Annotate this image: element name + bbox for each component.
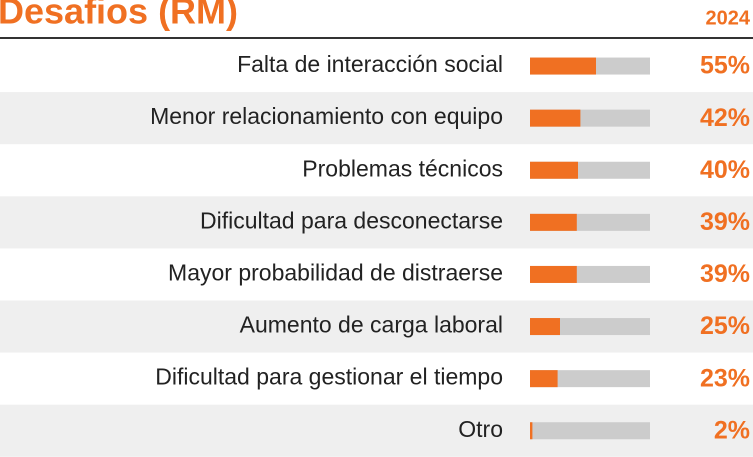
category-label: Otro: [458, 416, 503, 442]
category-label: Dificultad para desconectarse: [200, 207, 503, 233]
bar: [530, 370, 558, 388]
bar: [530, 318, 560, 336]
value-label: 42%: [700, 104, 750, 132]
chart-title: Desafios (RM): [0, 0, 238, 32]
value-label: 55%: [700, 52, 750, 80]
category-label: Mayor probabilidad de distraerse: [168, 260, 503, 286]
value-label: 25%: [700, 312, 750, 340]
category-label: Problemas técnicos: [302, 155, 503, 181]
value-label: 39%: [700, 260, 750, 288]
value-label: 39%: [700, 208, 750, 236]
category-label: Dificultad para gestionar el tiempo: [155, 364, 503, 390]
category-label: Aumento de carga laboral: [240, 312, 503, 338]
bar: [530, 109, 581, 127]
bar: [530, 161, 578, 179]
bar: [530, 57, 596, 75]
chart-subtitle: 2024: [706, 7, 751, 29]
value-label: 2%: [714, 416, 750, 444]
bar: [530, 422, 533, 440]
bar: [530, 265, 577, 283]
value-label: 23%: [700, 364, 750, 392]
category-label: Menor relacionamiento con equipo: [150, 103, 503, 129]
value-label: 40%: [700, 156, 750, 184]
bar-track: [530, 370, 650, 388]
category-label: Falta de interacción social: [237, 51, 503, 77]
bar: [530, 213, 577, 231]
bar-track: [530, 422, 650, 440]
